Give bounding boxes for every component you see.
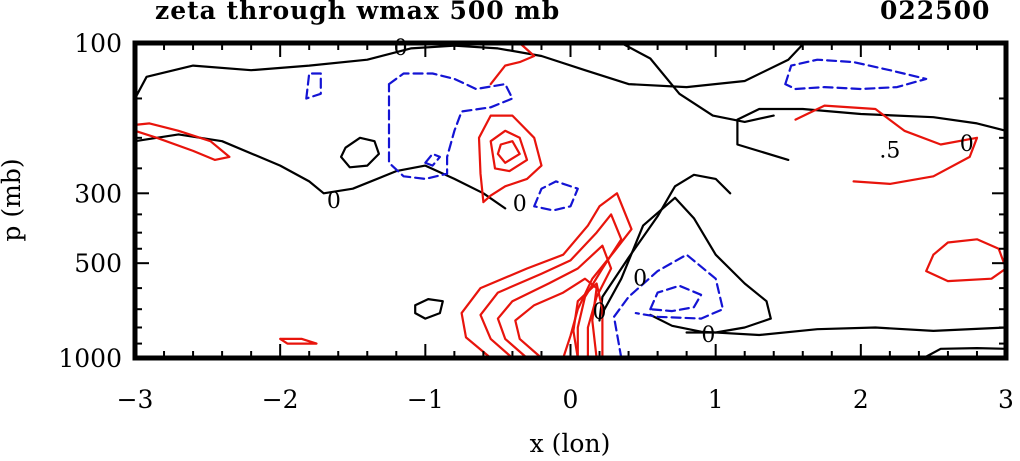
contour-line-positive-19 — [572, 282, 604, 360]
contour-line-negative-24 — [387, 72, 514, 180]
contour-line-negative-28 — [649, 284, 703, 313]
contour-line-zero-1 — [133, 43, 804, 100]
x-tick-label: 1 — [708, 385, 724, 414]
contour-line-positive-15 — [460, 192, 633, 360]
contour-line-positive-21 — [925, 238, 1008, 283]
y-tick-label: 300 — [74, 179, 122, 208]
contour-line-zero-7 — [598, 173, 732, 322]
contour-lines — [133, 41, 1008, 360]
x-tick-label: 3 — [998, 385, 1014, 414]
contour-line-zero-5 — [601, 196, 772, 334]
contour-label-1: 0 — [327, 189, 341, 214]
x-tick-label: −3 — [117, 385, 154, 414]
y-tick-label: 100 — [74, 29, 122, 58]
y-axis-label: p (mb) — [0, 158, 26, 241]
contour-line-zero-9 — [736, 107, 1008, 161]
contour-label-6: 0 — [593, 300, 607, 325]
contour-line-positive-10 — [133, 122, 231, 161]
contour-line-negative-23 — [305, 72, 322, 100]
y-tick-label: 500 — [74, 249, 122, 278]
x-tick-labels: −3 −2 −1 0 1 2 3 — [117, 385, 1014, 414]
contour-line-negative-25 — [424, 152, 441, 167]
contour-line-negative-29 — [784, 58, 928, 91]
contour-line-zero-6 — [649, 313, 1008, 337]
contour-label-2: 0 — [513, 192, 527, 217]
contour-line-positive-18 — [514, 277, 598, 360]
plot-frame — [132, 40, 1009, 361]
chart-title: zeta through wmax 500 mb — [155, 0, 561, 25]
contour-line-negative-27 — [612, 253, 725, 360]
contour-label-5: .5 — [879, 139, 900, 164]
contour-line-zero-3 — [340, 136, 380, 169]
x-tick-label: −1 — [407, 385, 444, 414]
chart-timestamp: 022500 — [880, 0, 991, 25]
x-tick-label: 0 — [563, 385, 579, 414]
contour-line-positive-12 — [489, 129, 529, 173]
contour-line-zero-2 — [620, 41, 775, 124]
contour-line-negative-26 — [533, 180, 579, 212]
contour-line-positive-14 — [489, 41, 536, 86]
contour-line-positive-16 — [479, 213, 623, 360]
contour-line-zero-0 — [133, 133, 507, 210]
contour-label-3: 0 — [701, 323, 715, 348]
x-tick-label: −2 — [262, 385, 299, 414]
y-tick-labels: 100 300 500 1000 — [58, 29, 122, 373]
x-axis-label: x (lon) — [530, 429, 611, 458]
contour-line-positive-20 — [794, 104, 979, 185]
contour-line-zero-4 — [414, 298, 444, 320]
contour-line-positive-13 — [496, 140, 521, 164]
contour-line-zero-8 — [925, 347, 1008, 358]
contour-label-7: 0 — [633, 266, 647, 291]
contour-line-positive-22 — [279, 337, 318, 345]
y-tick-label: 1000 — [58, 344, 122, 373]
contour-label-4: 0 — [960, 132, 974, 157]
axis-ticks — [134, 42, 1007, 359]
contour-line-positive-11 — [477, 114, 543, 204]
x-tick-label: 2 — [853, 385, 869, 414]
